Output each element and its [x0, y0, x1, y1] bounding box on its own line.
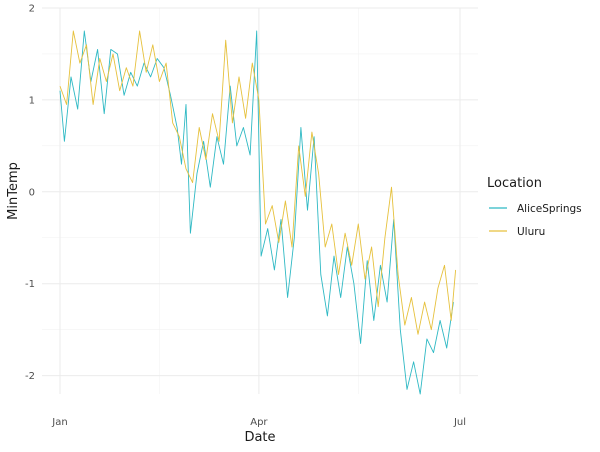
y-tick-label: -2 — [25, 371, 35, 382]
x-axis-title: Date — [244, 430, 275, 445]
grid — [42, 7, 478, 394]
legend-title: Location — [487, 176, 542, 191]
series-line-alicesprings — [59, 30, 454, 395]
legend-items: AliceSprings Uluru — [489, 203, 582, 238]
y-tick-label: 0 — [29, 187, 35, 198]
x-tick-label: Apr — [250, 417, 268, 428]
y-axis-title: MinTemp — [6, 162, 21, 220]
y-axis-ticks: 2 1 0 -1 -2 — [25, 4, 35, 383]
legend: Location AliceSprings Uluru — [487, 176, 582, 238]
x-axis-ticks: Jan Apr Jul — [51, 417, 466, 428]
x-tick-label: Jul — [453, 417, 466, 428]
series-lines — [59, 30, 457, 395]
y-tick-label: 1 — [29, 95, 35, 106]
y-tick-label: -1 — [25, 279, 35, 290]
x-tick-label: Jan — [51, 417, 67, 428]
series-line-uluru — [59, 30, 457, 335]
legend-label-alicesprings: AliceSprings — [517, 203, 582, 215]
y-tick-label: 2 — [29, 4, 35, 15]
legend-label-uluru: Uluru — [517, 226, 545, 238]
